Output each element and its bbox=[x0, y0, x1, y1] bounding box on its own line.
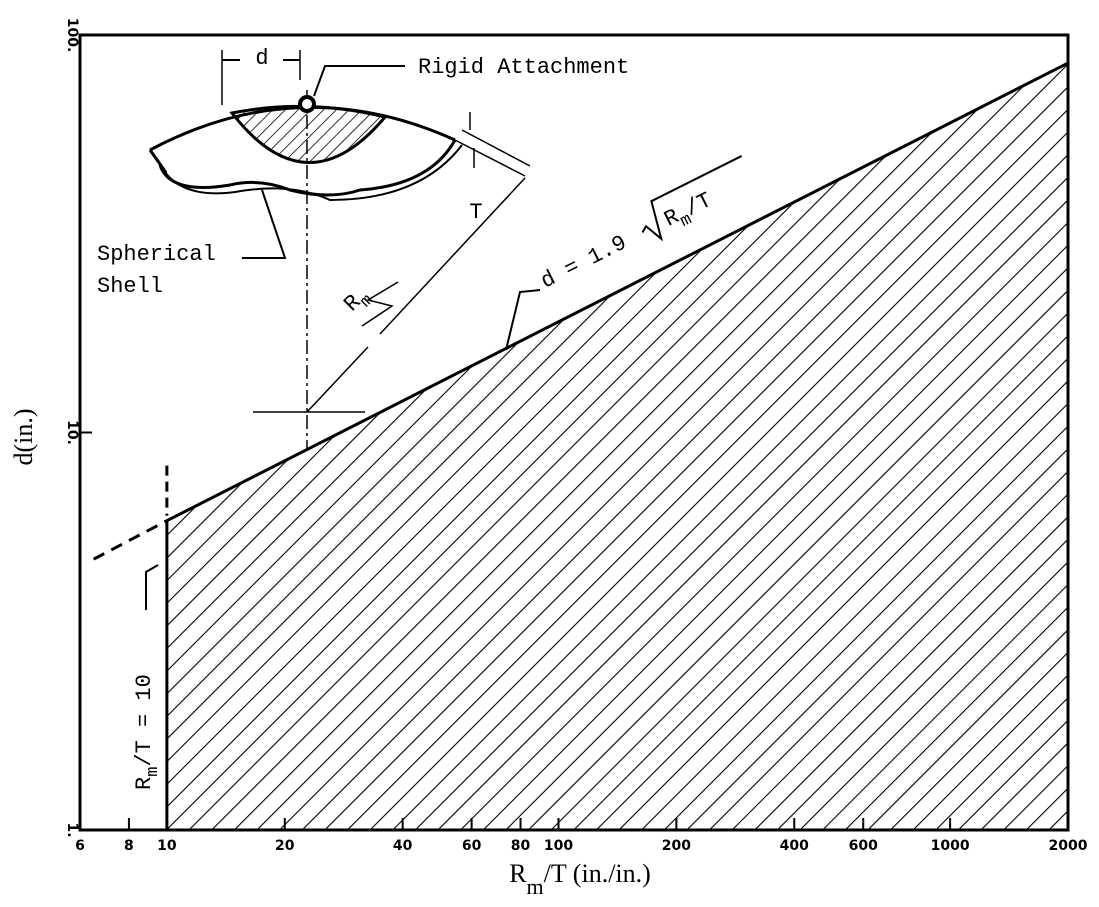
x-tick-label: 10 bbox=[157, 838, 177, 854]
x-tick-label: 400 bbox=[780, 838, 809, 854]
y-tick-label: 100. bbox=[64, 18, 80, 53]
x-tick-label: 80 bbox=[511, 838, 531, 854]
limit-leader bbox=[146, 565, 158, 610]
inset-attachment: Rigid Attachment bbox=[418, 55, 629, 80]
x-tick-label: 200 bbox=[662, 838, 691, 854]
x-tick-label: 20 bbox=[275, 838, 295, 854]
inset-shell-1: Spherical bbox=[97, 242, 216, 267]
inset-shell-2: Shell bbox=[97, 274, 163, 299]
formula-lhs: d = 1.9 bbox=[537, 231, 631, 295]
hatched-area bbox=[167, 63, 1068, 830]
x-tick-label: 1000 bbox=[931, 838, 970, 854]
x-label-sub: m bbox=[527, 874, 544, 899]
x-label-main: R bbox=[509, 859, 527, 888]
x-tick-label: 600 bbox=[849, 838, 878, 854]
limit-label: Rm/T = 10 bbox=[132, 674, 163, 790]
extension-line bbox=[94, 521, 167, 560]
chart: d(in.) Rm/T (in./in.) Rigid Attachment d… bbox=[0, 0, 1099, 907]
x-label-rest: /T (in./in.) bbox=[544, 859, 651, 888]
x-axis-label: Rm/T (in./in.) bbox=[509, 859, 651, 899]
y-tick-label: 10. bbox=[64, 420, 80, 445]
limit-rest: /T = 10 bbox=[132, 674, 157, 766]
y-tick-label: 1. bbox=[64, 822, 80, 837]
inset-d: d bbox=[255, 46, 268, 71]
x-tick-label: 8 bbox=[124, 838, 134, 854]
limit-sub: m bbox=[144, 767, 163, 777]
x-tick-label: 40 bbox=[393, 838, 413, 854]
limit-main: R bbox=[132, 777, 157, 790]
formula-radicand: Rm/T bbox=[660, 188, 718, 238]
inset-t: T bbox=[469, 200, 482, 225]
x-tick-label: 6 bbox=[75, 838, 85, 854]
y-axis-label: d(in.) bbox=[9, 408, 38, 465]
x-tick-label: 100 bbox=[544, 838, 573, 854]
x-tick-label: 2000 bbox=[1049, 838, 1088, 854]
inset-r: Rm bbox=[339, 283, 377, 321]
x-tick-label: 60 bbox=[462, 838, 482, 854]
